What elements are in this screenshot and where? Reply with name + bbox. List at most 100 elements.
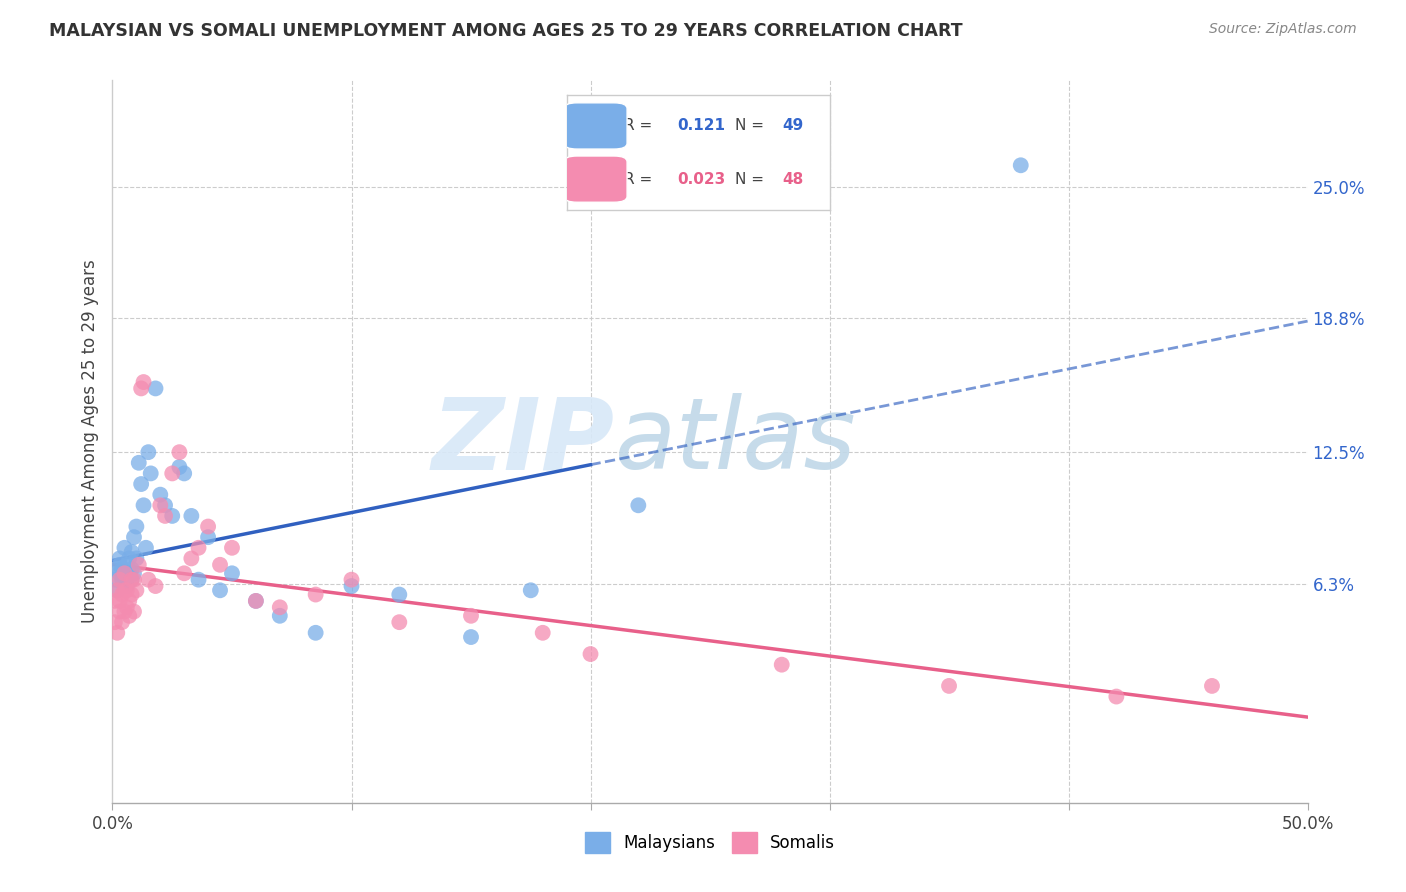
- Point: [111, 588, 134, 602]
- Point: [209, 558, 232, 572]
- Point: [305, 625, 328, 640]
- Point: [245, 594, 267, 608]
- Point: [169, 445, 191, 459]
- Point: [108, 566, 131, 581]
- Point: [114, 566, 135, 581]
- Point: [132, 498, 155, 512]
- Point: [118, 594, 141, 608]
- Point: [105, 583, 128, 598]
- Point: [245, 594, 267, 608]
- Point: [149, 498, 172, 512]
- Point: [209, 583, 232, 598]
- Point: [135, 541, 157, 555]
- Point: [104, 615, 127, 630]
- Point: [108, 605, 131, 619]
- Point: [108, 551, 131, 566]
- Point: [111, 573, 134, 587]
- Point: [122, 573, 145, 587]
- Point: [118, 608, 141, 623]
- Point: [114, 605, 135, 619]
- Y-axis label: Unemployment Among Ages 25 to 29 years: Unemployment Among Ages 25 to 29 years: [80, 260, 98, 624]
- Point: [1201, 679, 1223, 693]
- Point: [114, 583, 135, 598]
- Text: Source: ZipAtlas.com: Source: ZipAtlas.com: [1209, 22, 1357, 37]
- Point: [520, 583, 543, 598]
- Point: [128, 456, 150, 470]
- Point: [197, 519, 219, 533]
- Point: [180, 508, 202, 523]
- Point: [340, 573, 363, 587]
- Point: [460, 630, 482, 644]
- Point: [388, 615, 411, 630]
- Point: [153, 508, 176, 523]
- Point: [114, 541, 135, 555]
- Point: [125, 551, 148, 566]
- Point: [187, 541, 209, 555]
- Point: [115, 579, 138, 593]
- Point: [269, 608, 291, 623]
- Point: [122, 566, 145, 581]
- Point: [128, 558, 150, 572]
- Point: [105, 583, 128, 598]
- Legend: Malaysians, Somalis: Malaysians, Somalis: [578, 826, 842, 860]
- Point: [221, 566, 243, 581]
- Point: [115, 600, 138, 615]
- Point: [122, 530, 145, 544]
- Point: [187, 573, 209, 587]
- Point: [169, 460, 191, 475]
- Point: [114, 566, 135, 581]
- Point: [1010, 158, 1032, 172]
- Point: [121, 573, 143, 587]
- Point: [129, 381, 152, 395]
- Point: [121, 573, 143, 587]
- Point: [340, 579, 363, 593]
- Point: [145, 579, 167, 593]
- Point: [305, 588, 328, 602]
- Point: [111, 615, 134, 630]
- Point: [121, 562, 143, 576]
- Point: [145, 381, 167, 395]
- Point: [173, 566, 195, 581]
- Point: [138, 573, 160, 587]
- Point: [104, 594, 127, 608]
- Point: [105, 625, 128, 640]
- Point: [108, 558, 131, 572]
- Point: [139, 467, 162, 481]
- Point: [121, 545, 143, 559]
- Point: [173, 467, 195, 481]
- Point: [111, 562, 134, 576]
- Point: [118, 566, 141, 581]
- Point: [149, 488, 172, 502]
- Point: [115, 583, 138, 598]
- Point: [115, 558, 138, 572]
- Point: [627, 498, 650, 512]
- Point: [105, 562, 128, 576]
- Point: [153, 498, 176, 512]
- Point: [162, 508, 183, 523]
- Point: [1105, 690, 1128, 704]
- Point: [460, 608, 482, 623]
- Point: [121, 588, 143, 602]
- Point: [388, 588, 411, 602]
- Text: atlas: atlas: [614, 393, 856, 490]
- Point: [938, 679, 960, 693]
- Point: [162, 467, 183, 481]
- Point: [129, 477, 152, 491]
- Point: [180, 551, 202, 566]
- Point: [125, 519, 148, 533]
- Point: [770, 657, 793, 672]
- Point: [138, 445, 160, 459]
- Point: [531, 625, 554, 640]
- Point: [104, 573, 127, 587]
- Point: [108, 594, 131, 608]
- Point: [132, 375, 155, 389]
- Point: [197, 530, 219, 544]
- Point: [115, 573, 138, 587]
- Point: [221, 541, 243, 555]
- Point: [579, 647, 602, 661]
- Text: ZIP: ZIP: [432, 393, 614, 490]
- Point: [118, 551, 141, 566]
- Point: [114, 579, 135, 593]
- Point: [122, 605, 145, 619]
- Point: [125, 583, 148, 598]
